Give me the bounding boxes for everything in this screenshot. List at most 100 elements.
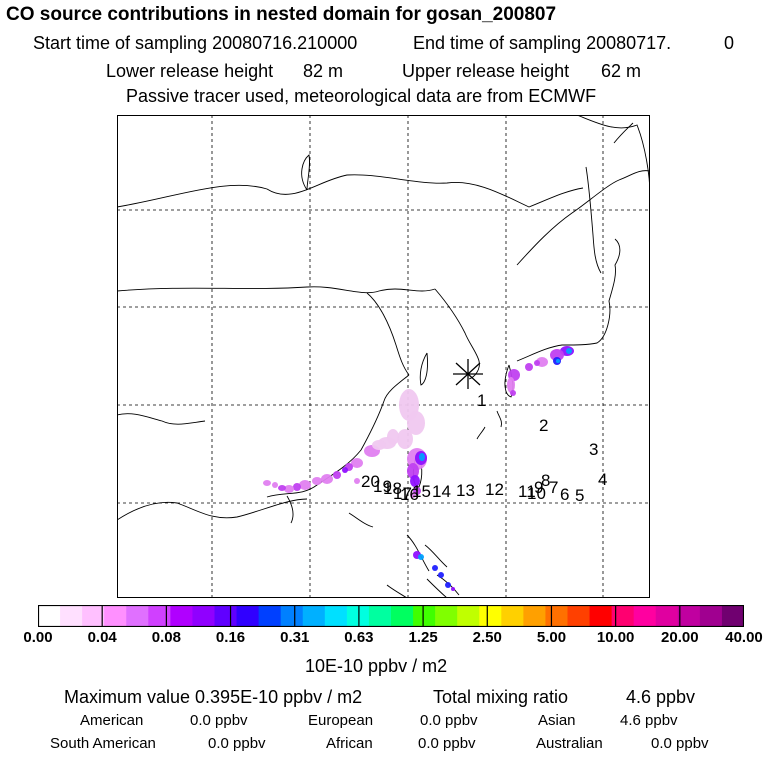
plume-contour: [278, 485, 286, 491]
trajectory-label: 7: [549, 478, 558, 497]
colorbar-tick-label: 10.00: [596, 629, 635, 646]
american-label: American: [80, 712, 144, 729]
colorbar-cell: [567, 605, 591, 627]
plume-contour: [534, 360, 540, 366]
australian-value: 0.0 ppbv: [651, 735, 709, 752]
colorbar-cell: [346, 605, 370, 627]
colorbar-cell: [82, 605, 105, 627]
trajectory-label: 19: [373, 477, 392, 496]
colorbar-cell: [192, 605, 216, 627]
plume-contour: [410, 492, 416, 498]
start-time: Start time of sampling 20080716.210000: [33, 33, 358, 53]
colorbar-cell: [479, 605, 502, 627]
trajectory-label: 13: [456, 481, 475, 500]
colorbar: [38, 605, 744, 627]
trajectory-label: 11: [518, 482, 536, 501]
south-american-value: 0.0 ppbv: [208, 735, 266, 752]
colorbar-cell: [721, 605, 744, 627]
colorbar-cell: [633, 605, 657, 627]
plume-contour: [445, 582, 451, 588]
colorbar-tick-label: 0.04: [87, 629, 117, 646]
colorbar-cell: [302, 605, 326, 627]
colorbar-cell: [391, 605, 414, 627]
lower-release-label: Lower release height: [106, 61, 274, 81]
trajectory-label: 9: [534, 478, 543, 497]
plume-contour: [432, 565, 438, 571]
colorbar-tick-label: 0.08: [151, 629, 181, 646]
upper-release-label: Upper release height: [402, 61, 570, 81]
asian-value: 4.6 ppbv: [620, 712, 678, 729]
plume-contour: [407, 411, 425, 435]
asian-label: Asian: [538, 712, 576, 729]
colorbar-cell: [501, 605, 524, 627]
end-time: End time of sampling 20080717.: [413, 33, 672, 53]
trajectory-label: 10: [527, 484, 546, 503]
colorbar-cell: [457, 605, 480, 627]
colorbar-cell: [545, 605, 569, 627]
trajectory-label: 3: [589, 440, 598, 459]
colorbar-tick-label: 20.00: [661, 629, 699, 646]
plume-contour: [263, 480, 271, 486]
trajectory-label: 12: [485, 480, 504, 499]
plume-contour: [507, 377, 515, 393]
colorbar-cell: [104, 605, 127, 627]
colorbar-unit: 10E-10 ppbv / m2: [305, 656, 448, 676]
trajectory-label: 16: [400, 485, 419, 504]
plume-contour: [387, 429, 399, 445]
trajectory-label: 5: [575, 486, 584, 505]
colorbar-cell: [170, 605, 194, 627]
colorbar-cell: [280, 605, 304, 627]
plume-contour: [407, 463, 419, 479]
plume-contour: [566, 348, 572, 354]
total-mixing-label: Total mixing ratio: [433, 687, 569, 707]
plume-contour: [451, 587, 455, 591]
plume-contour: [556, 359, 560, 363]
colorbar-tick-label: 5.00: [536, 629, 567, 646]
colorbar-tick-label: 0.31: [280, 629, 310, 646]
trajectory-label: 17: [393, 484, 412, 503]
upper-release-value: 62 m: [601, 61, 642, 81]
colorbar-tick-label: 0.00: [23, 629, 53, 646]
plume-contour: [438, 572, 444, 578]
plume-contour: [321, 474, 333, 484]
plume-contour: [397, 429, 413, 449]
plume-contour: [418, 554, 424, 560]
colorbar-cell: [677, 605, 701, 627]
plume-contour: [312, 477, 322, 485]
plot-title: CO source contributions in nested domain…: [6, 4, 557, 25]
african-value: 0.0 ppbv: [418, 735, 476, 752]
colorbar-cell: [611, 605, 635, 627]
trajectory-label: 15: [412, 482, 431, 501]
trajectory-label: 8: [541, 471, 550, 490]
plume-contour: [550, 349, 564, 361]
trajectory-label: 4: [598, 470, 607, 489]
colorbar-cell: [523, 605, 547, 627]
colorbar-tick-label: 2.50: [472, 629, 502, 646]
plume-contour: [284, 485, 294, 493]
plume-contour: [342, 467, 348, 473]
max-value: Maximum value 0.395E-10 ppbv / m2: [64, 687, 363, 707]
trajectory-label: 20: [361, 472, 380, 491]
graticule: [117, 115, 650, 598]
plume-contour: [510, 390, 516, 396]
total-mixing-value: 4.6 ppbv: [626, 687, 696, 707]
trajectory-label: 14: [432, 482, 451, 501]
plume-contours: [263, 346, 574, 591]
colorbar-cell: [589, 605, 613, 627]
plume-contour: [333, 471, 341, 479]
plume-contour: [372, 440, 386, 450]
lower-release-value: 82 m: [303, 61, 344, 81]
colorbar-tick-label: 1.25: [408, 629, 438, 646]
colorbar-tick-label: 0.63: [344, 629, 374, 646]
colorbar-cell: [699, 605, 723, 627]
european-label: European: [308, 712, 374, 729]
colorbar-cell: [148, 605, 171, 627]
colorbar-cell: [236, 605, 260, 627]
end-time-suffix: 0: [724, 33, 735, 53]
european-value: 0.0 ppbv: [420, 712, 478, 729]
plume-contour: [354, 478, 360, 484]
trajectory-label: 18: [383, 479, 402, 498]
colorbar-cell: [258, 605, 282, 627]
